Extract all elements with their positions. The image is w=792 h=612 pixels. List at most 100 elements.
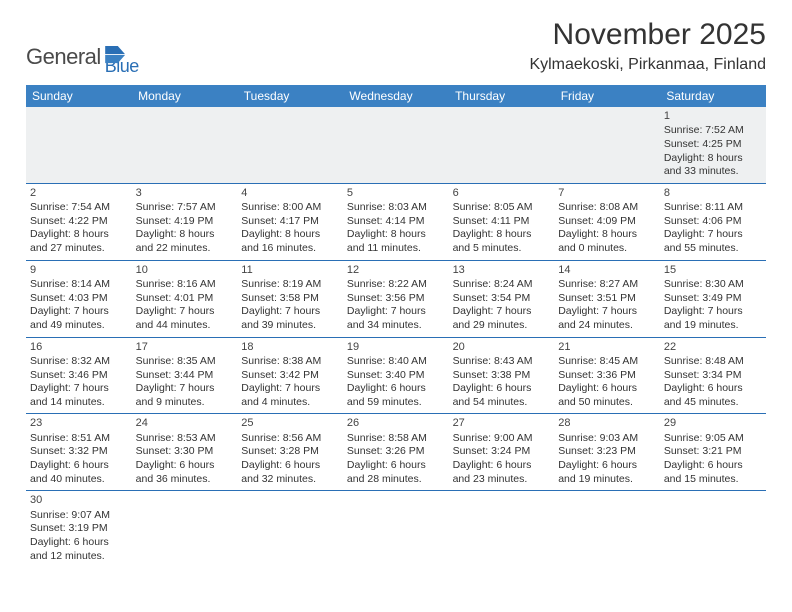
- weekday-header: Thursday: [449, 85, 555, 107]
- day-dl1: Daylight: 7 hours: [347, 305, 445, 319]
- day-dl1: Daylight: 8 hours: [241, 228, 339, 242]
- day-number: 25: [241, 416, 339, 430]
- day-dl1: Daylight: 6 hours: [664, 382, 762, 396]
- day-number: 3: [136, 186, 234, 200]
- day-number: 23: [30, 416, 128, 430]
- day-dl1: Daylight: 8 hours: [30, 228, 128, 242]
- calendar-cell: 16Sunrise: 8:32 AMSunset: 3:46 PMDayligh…: [26, 337, 132, 414]
- calendar-week: 30Sunrise: 9:07 AMSunset: 3:19 PMDayligh…: [26, 491, 766, 567]
- calendar-cell-empty: [26, 107, 132, 183]
- day-sr: Sunrise: 9:07 AM: [30, 509, 128, 523]
- day-dl1: Daylight: 8 hours: [347, 228, 445, 242]
- day-sr: Sunrise: 9:03 AM: [558, 432, 656, 446]
- calendar-cell: 21Sunrise: 8:45 AMSunset: 3:36 PMDayligh…: [554, 337, 660, 414]
- day-sr: Sunrise: 8:38 AM: [241, 355, 339, 369]
- calendar-cell: 11Sunrise: 8:19 AMSunset: 3:58 PMDayligh…: [237, 260, 343, 337]
- day-number: 15: [664, 263, 762, 277]
- day-dl2: and 49 minutes.: [30, 319, 128, 333]
- day-number: 30: [30, 493, 128, 507]
- day-dl1: Daylight: 7 hours: [558, 305, 656, 319]
- day-dl2: and 9 minutes.: [136, 396, 234, 410]
- day-dl1: Daylight: 8 hours: [136, 228, 234, 242]
- day-dl2: and 55 minutes.: [664, 242, 762, 256]
- page-subtitle: Kylmaekoski, Pirkanmaa, Finland: [529, 56, 766, 74]
- day-dl2: and 22 minutes.: [136, 242, 234, 256]
- day-dl1: Daylight: 6 hours: [558, 382, 656, 396]
- calendar-cell: 22Sunrise: 8:48 AMSunset: 3:34 PMDayligh…: [660, 337, 766, 414]
- day-sr: Sunrise: 8:35 AM: [136, 355, 234, 369]
- day-dl1: Daylight: 6 hours: [347, 382, 445, 396]
- day-dl1: Daylight: 7 hours: [664, 305, 762, 319]
- day-dl2: and 11 minutes.: [347, 242, 445, 256]
- day-ss: Sunset: 3:56 PM: [347, 292, 445, 306]
- day-dl1: Daylight: 7 hours: [136, 382, 234, 396]
- day-ss: Sunset: 3:40 PM: [347, 369, 445, 383]
- day-dl1: Daylight: 6 hours: [347, 459, 445, 473]
- day-sr: Sunrise: 8:05 AM: [453, 201, 551, 215]
- day-number: 28: [558, 416, 656, 430]
- calendar-week: 2Sunrise: 7:54 AMSunset: 4:22 PMDaylight…: [26, 183, 766, 260]
- day-dl2: and 36 minutes.: [136, 473, 234, 487]
- calendar-cell: 12Sunrise: 8:22 AMSunset: 3:56 PMDayligh…: [343, 260, 449, 337]
- calendar-cell: 20Sunrise: 8:43 AMSunset: 3:38 PMDayligh…: [449, 337, 555, 414]
- day-dl1: Daylight: 6 hours: [30, 536, 128, 550]
- day-ss: Sunset: 3:58 PM: [241, 292, 339, 306]
- calendar-cell-empty: [237, 491, 343, 567]
- day-dl2: and 33 minutes.: [664, 165, 762, 179]
- logo-text-general: General: [26, 44, 101, 70]
- page-header: General Blue November 2025 Kylmaekoski, …: [26, 18, 766, 77]
- day-dl1: Daylight: 6 hours: [453, 459, 551, 473]
- weekday-header: Saturday: [660, 85, 766, 107]
- day-dl2: and 45 minutes.: [664, 396, 762, 410]
- day-number: 7: [558, 186, 656, 200]
- day-dl2: and 19 minutes.: [558, 473, 656, 487]
- logo-flag-icon: [105, 46, 127, 64]
- day-dl2: and 24 minutes.: [558, 319, 656, 333]
- day-dl2: and 44 minutes.: [136, 319, 234, 333]
- day-ss: Sunset: 4:06 PM: [664, 215, 762, 229]
- day-dl1: Daylight: 8 hours: [664, 152, 762, 166]
- day-dl2: and 39 minutes.: [241, 319, 339, 333]
- day-dl1: Daylight: 7 hours: [30, 382, 128, 396]
- day-sr: Sunrise: 8:27 AM: [558, 278, 656, 292]
- day-dl1: Daylight: 7 hours: [241, 305, 339, 319]
- calendar-cell-empty: [554, 107, 660, 183]
- calendar-cell: 23Sunrise: 8:51 AMSunset: 3:32 PMDayligh…: [26, 414, 132, 491]
- calendar-cell: 18Sunrise: 8:38 AMSunset: 3:42 PMDayligh…: [237, 337, 343, 414]
- calendar-cell: 24Sunrise: 8:53 AMSunset: 3:30 PMDayligh…: [132, 414, 238, 491]
- day-dl1: Daylight: 7 hours: [453, 305, 551, 319]
- calendar-cell: 13Sunrise: 8:24 AMSunset: 3:54 PMDayligh…: [449, 260, 555, 337]
- day-number: 29: [664, 416, 762, 430]
- day-ss: Sunset: 3:54 PM: [453, 292, 551, 306]
- day-ss: Sunset: 3:34 PM: [664, 369, 762, 383]
- day-ss: Sunset: 4:03 PM: [30, 292, 128, 306]
- calendar-cell-empty: [237, 107, 343, 183]
- day-number: 9: [30, 263, 128, 277]
- calendar-cell: 14Sunrise: 8:27 AMSunset: 3:51 PMDayligh…: [554, 260, 660, 337]
- day-ss: Sunset: 4:14 PM: [347, 215, 445, 229]
- day-number: 8: [664, 186, 762, 200]
- calendar-week: 9Sunrise: 8:14 AMSunset: 4:03 PM Daylight…: [26, 260, 766, 337]
- day-sr: Sunrise: 7:57 AM: [136, 201, 234, 215]
- day-number: 24: [136, 416, 234, 430]
- calendar-cell-empty: [343, 107, 449, 183]
- day-dl2: and 12 minutes.: [30, 550, 128, 564]
- day-sr: Sunrise: 8:56 AM: [241, 432, 339, 446]
- day-number: 2: [30, 186, 128, 200]
- day-ss: Sunset: 3:44 PM: [136, 369, 234, 383]
- day-ss: Sunset: 4:01 PM: [136, 292, 234, 306]
- day-number: 1: [664, 109, 762, 123]
- day-dl2: and 59 minutes.: [347, 396, 445, 410]
- day-sr: Sunrise: 8:14 AM: [30, 278, 128, 292]
- weekday-header: Tuesday: [237, 85, 343, 107]
- day-number: 14: [558, 263, 656, 277]
- calendar-cell: 8Sunrise: 8:11 AMSunset: 4:06 PMDaylight…: [660, 183, 766, 260]
- day-ss: Sunset: 3:36 PM: [558, 369, 656, 383]
- calendar-cell: 5Sunrise: 8:03 AMSunset: 4:14 PMDaylight…: [343, 183, 449, 260]
- day-number: 20: [453, 340, 551, 354]
- day-number: 10: [136, 263, 234, 277]
- day-dl2: and 50 minutes.: [558, 396, 656, 410]
- day-sr: Sunrise: 8:51 AM: [30, 432, 128, 446]
- day-number: 17: [136, 340, 234, 354]
- day-ss: Sunset: 3:46 PM: [30, 369, 128, 383]
